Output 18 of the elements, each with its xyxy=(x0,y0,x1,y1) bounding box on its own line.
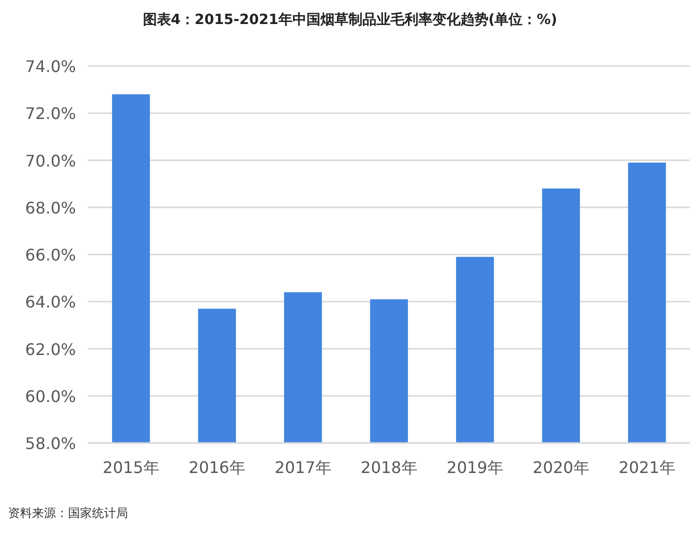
xtick: 2018年 xyxy=(360,458,418,477)
ytick: 60.0% xyxy=(25,386,76,406)
xtick: 2017年 xyxy=(274,458,332,477)
ytick: 66.0% xyxy=(25,246,76,264)
xtick: 2015年 xyxy=(102,458,160,477)
ytick: 58.0% xyxy=(25,434,76,453)
ytick: 68.0% xyxy=(25,198,76,218)
ytick: 64.0% xyxy=(25,292,76,312)
xtick: 2019年 xyxy=(446,458,504,477)
annotation: 资料来源：国家统计局 xyxy=(8,506,128,520)
ytick: 74.0% xyxy=(25,57,76,76)
ytick: 70.0% xyxy=(25,151,76,170)
ytick: 62.0% xyxy=(25,340,76,359)
xtick: 2016年 xyxy=(188,458,246,477)
title: 图表4：2015-2021年中国烟草制品业毛利率变化趋势(单位：%) xyxy=(142,12,558,28)
xtick: 2021年 xyxy=(618,458,676,477)
ytick: 72.0% xyxy=(25,104,76,124)
xtick: 2020年 xyxy=(532,458,590,477)
